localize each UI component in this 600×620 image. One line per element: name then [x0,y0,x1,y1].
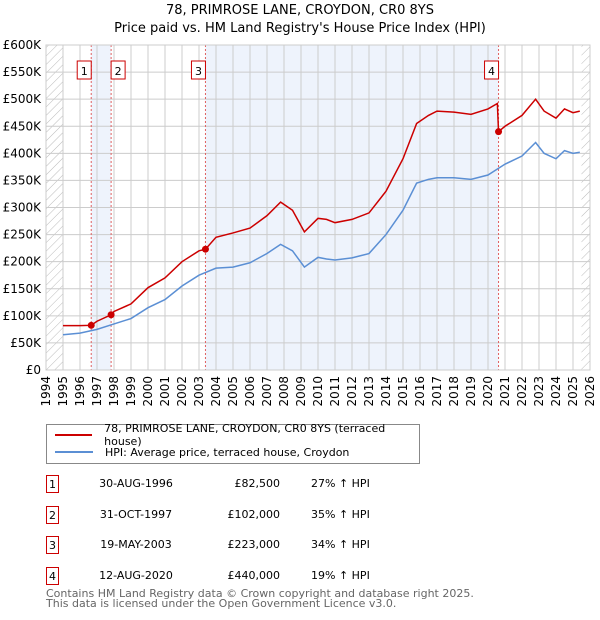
table-row: 4 12-AUG-2020 £440,000 19% ↑ HPI [46,566,446,585]
table-row: 2 31-OCT-1997 £102,000 35% ↑ HPI [46,505,446,524]
legend-swatch-blue [55,451,93,453]
sale-hpi-diff: 35% ↑ HPI [311,507,370,521]
x-tick-label: 2007 [260,376,274,407]
x-tick-label: 1996 [73,376,87,407]
sale-point [495,128,503,136]
sale-number: 4 [46,566,59,585]
x-tick-label: 2020 [481,376,495,407]
y-tick-label: £150K [3,282,43,296]
sale-date: 31-OCT-1997 [99,507,173,521]
y-tick-label: £200K [3,255,43,269]
x-tick-label: 2023 [532,376,546,407]
sale-label: 4 [488,65,495,78]
table-row: 1 30-AUG-1996 £82,500 27% ↑ HPI [46,475,446,493]
footer-copyright: Contains HM Land Registry data © Crown c… [46,587,474,600]
table-row: 3 19-MAY-2003 £223,000 34% ↑ HPI [46,536,446,554]
x-tick-label: 1997 [90,376,104,407]
sale-number: 1 [46,475,59,493]
sale-price: £82,500 [234,477,281,490]
y-tick-label: £550K [3,65,43,79]
chart-subtitle: Price paid vs. HM Land Registry's House … [114,21,486,36]
y-tick-label: £250K [3,228,43,242]
sale-hpi-diff: 34% ↑ HPI [311,538,370,551]
x-tick-label: 2021 [498,376,512,407]
x-tick-label: 2008 [277,376,291,407]
y-tick-label: £300K [3,201,43,215]
x-tick-label: 2014 [379,376,393,407]
x-tick-label: 2001 [158,376,172,407]
sale-hpi-diff: 19% ↑ HPI [311,568,370,582]
sale-label: 1 [81,65,88,78]
y-tick-label: £500K [3,92,43,106]
y-tick-label: £350K [3,173,43,187]
x-tick-label: 2019 [464,376,478,407]
property-price-line [63,97,580,327]
x-tick-label: 2015 [396,376,410,407]
x-tick-label: 2003 [192,376,206,407]
sale-point [201,245,209,253]
legend-label: 78, PRIMROSE LANE, CROYDON, CR0 8YS (ter… [104,422,386,448]
x-tick-label: 1998 [107,376,121,407]
y-tick-label: £100K [3,309,43,323]
x-tick-label: 2005 [226,376,240,407]
x-tick-label: 2017 [430,376,444,407]
legend-label: HPI: Average price, terraced house, Croy… [105,445,350,459]
plot-border [45,44,591,371]
sale-date: 30-AUG-1996 [99,477,173,490]
sale-number: 3 [46,536,59,554]
plot-area: 1994 1995 1996 1997 1998 1999 2000 2001 2002 2003… [3,38,597,407]
legend-item-property: 78, PRIMROSE LANE, CROYDON, CR0 8YS (ter… [55,422,419,448]
legend-swatch-red [55,434,93,436]
sale-label-box [76,60,92,80]
sale-date: 19-MAY-2003 [100,538,172,551]
sale-number: 2 [46,505,59,524]
legend-item-hpi: HPI: Average price, terraced house, Croy… [55,444,349,460]
x-tick-label: 2000 [141,376,155,407]
hpi-line [62,141,580,336]
x-tick-label: 2006 [243,376,257,407]
sale-point [107,311,115,319]
legend: 78, PRIMROSE LANE, CROYDON, CR0 8YS (ter… [46,422,420,464]
sale-price: £223,000 [227,538,281,551]
sale-date: 12-AUG-2020 [99,568,173,582]
x-tick-label: 2009 [294,376,308,407]
x-tick-label: 1994 [39,376,53,407]
chart-title: 78, PRIMROSE LANE, CROYDON, CR0 8YS [165,3,434,18]
x-tick-label: 1999 [124,376,138,407]
x-tick-label: 2016 [413,376,427,407]
y-tick-label: £450K [3,119,43,133]
sale-price: £102,000 [227,507,281,521]
y-tick-label: £0 [26,363,41,377]
x-tick-label: 2004 [209,376,223,407]
x-tick-label: 2022 [515,376,529,407]
sale-price: £440,000 [227,568,281,582]
sale-hpi-diff: 27% ↑ HPI [311,477,370,490]
sale-label-box [190,60,206,80]
x-tick-label: 2012 [345,376,359,407]
y-tick-label: £600K [3,38,43,52]
x-tick-label: 2011 [328,376,342,407]
x-tick-label: 2025 [566,376,580,407]
x-tick-label: 1995 [56,376,70,407]
footer-licence: This data is licensed under the Open Gov… [46,597,397,610]
sale-label-box [110,60,126,80]
x-tick-label: 2013 [362,376,376,407]
x-tick-label: 2026 [583,376,597,407]
sale-label: 3 [195,65,202,78]
x-tick-label: 2018 [447,376,461,407]
sale-label-box [484,60,500,80]
sale-label: 2 [115,65,122,78]
x-tick-label: 2002 [175,376,189,407]
y-tick-label: £50K [10,336,42,350]
x-tick-label: 2010 [311,376,325,407]
sale-point [87,321,95,329]
x-tick-label: 2024 [549,376,563,407]
footer: Contains HM Land Registry data © Crown c… [46,587,474,610]
y-tick-label: £400K [3,146,43,160]
